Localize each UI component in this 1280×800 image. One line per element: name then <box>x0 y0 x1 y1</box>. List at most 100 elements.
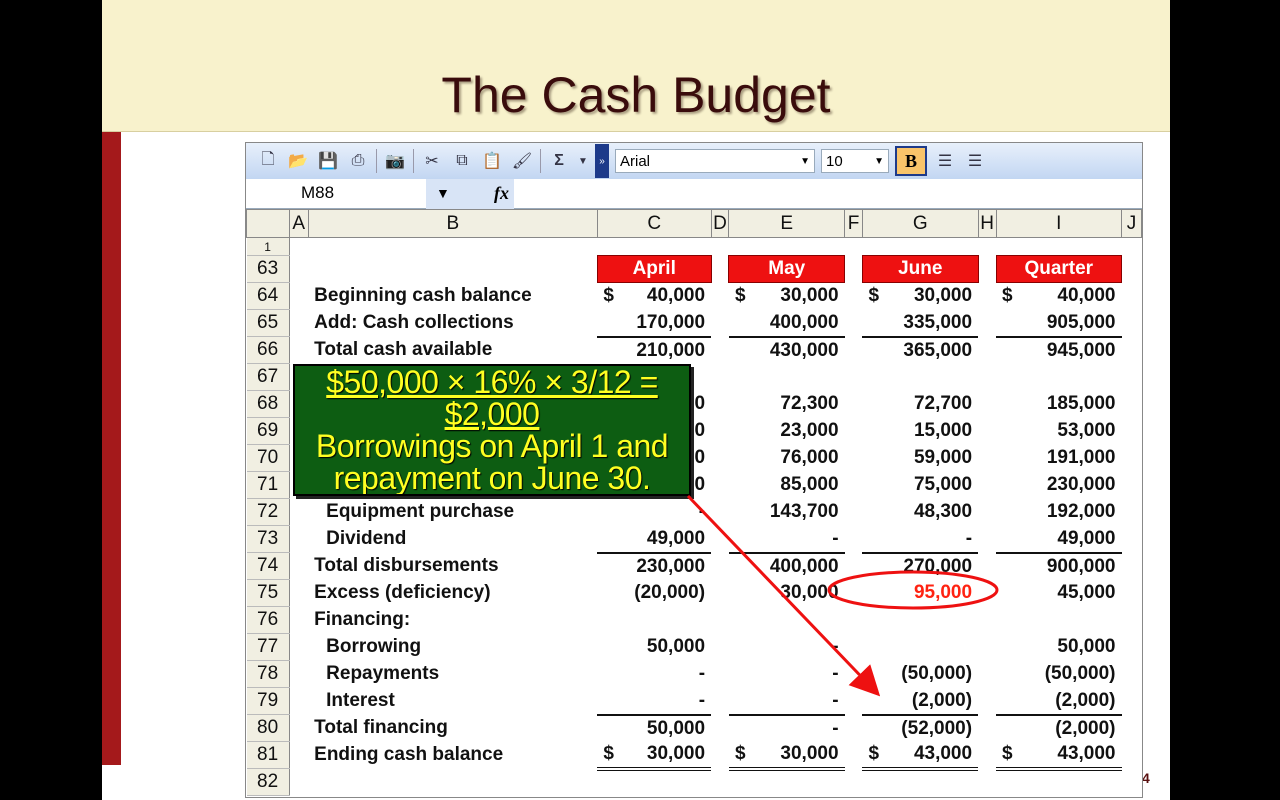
cell[interactable] <box>289 688 308 715</box>
cell[interactable] <box>289 499 308 526</box>
cell[interactable] <box>845 580 863 607</box>
cell-g[interactable] <box>862 634 978 661</box>
cell[interactable] <box>289 256 308 283</box>
cell[interactable] <box>978 238 996 256</box>
cell-label[interactable]: Interest <box>326 690 395 711</box>
chevron-down-icon[interactable]: ▼ <box>578 155 588 167</box>
column-header[interactable]: C <box>596 209 712 238</box>
cell[interactable] <box>1122 364 1142 391</box>
cell[interactable] <box>845 418 863 445</box>
cell-label[interactable]: Excess (deficiency) <box>314 582 491 603</box>
cell-i[interactable]: 192,000 <box>996 499 1121 526</box>
cell-c[interactable]: April <box>596 255 712 283</box>
cell[interactable] <box>845 256 863 283</box>
cell[interactable] <box>845 607 863 634</box>
cell-label[interactable]: Beginning cash balance <box>314 285 532 306</box>
cell[interactable] <box>1122 238 1142 256</box>
cell-c[interactable]: 50,000 <box>597 634 711 661</box>
save-icon[interactable]: 💾 <box>318 153 338 170</box>
cell-g[interactable]: 59,000 <box>862 445 978 472</box>
cell[interactable] <box>289 310 308 337</box>
cell-i[interactable]: 905,000 <box>996 309 1122 338</box>
row-header[interactable]: 78 <box>246 660 290 688</box>
cell-g[interactable]: (50,000) <box>862 661 978 688</box>
cell-g[interactable]: 75,000 <box>862 472 978 499</box>
cell-e[interactable]: - <box>728 687 845 716</box>
cell[interactable] <box>978 391 996 418</box>
cell-g[interactable]: (52,000) <box>862 715 978 742</box>
cell[interactable] <box>845 364 863 391</box>
cell-c[interactable]: 0 <box>597 445 711 472</box>
cell[interactable] <box>978 580 996 607</box>
cell[interactable] <box>711 526 729 553</box>
cell[interactable] <box>711 391 729 418</box>
cell-c[interactable]: $30,000 <box>597 741 712 771</box>
cell-i[interactable]: (2,000) <box>996 715 1121 742</box>
cell[interactable] <box>978 742 996 769</box>
cell[interactable] <box>289 337 308 364</box>
cell[interactable] <box>978 418 996 445</box>
row-header[interactable]: 79 <box>246 687 290 715</box>
cell-e[interactable] <box>729 364 845 391</box>
cell[interactable] <box>711 769 729 796</box>
cell[interactable] <box>289 283 308 310</box>
cell-label[interactable] <box>308 256 597 283</box>
cell-e[interactable]: 400,000 <box>728 309 845 338</box>
row-header[interactable]: 69 <box>246 417 290 445</box>
cell[interactable] <box>711 634 729 661</box>
cell[interactable] <box>1122 769 1142 796</box>
cell-g[interactable]: June <box>861 255 979 283</box>
cell[interactable] <box>289 634 308 661</box>
cell[interactable] <box>1122 715 1142 742</box>
cell-e[interactable]: 430,000 <box>729 337 845 364</box>
cell[interactable] <box>711 283 729 310</box>
cell[interactable] <box>711 256 729 283</box>
cell[interactable] <box>845 661 863 688</box>
cell[interactable] <box>978 472 996 499</box>
cell-e[interactable]: $30,000 <box>728 741 845 771</box>
cell[interactable] <box>711 337 729 364</box>
cell[interactable] <box>845 688 863 715</box>
cell-g[interactable]: 365,000 <box>862 337 978 364</box>
name-box[interactable]: M88 <box>301 183 335 202</box>
cell[interactable] <box>845 472 863 499</box>
cell-i[interactable]: 230,000 <box>996 472 1121 499</box>
cell-e[interactable] <box>729 607 845 634</box>
cell[interactable] <box>996 238 1121 256</box>
cell-i[interactable]: $40,000 <box>996 283 1121 310</box>
cell[interactable] <box>978 661 996 688</box>
cell-e[interactable]: - <box>729 715 845 742</box>
cell[interactable] <box>978 364 996 391</box>
cell-i[interactable]: 900,000 <box>996 553 1121 580</box>
row-header[interactable]: 68 <box>246 390 290 418</box>
cell[interactable] <box>978 445 996 472</box>
cell[interactable] <box>1122 661 1142 688</box>
cell-g[interactable] <box>862 769 978 796</box>
cell[interactable] <box>978 337 996 364</box>
cell-c[interactable]: 0 <box>597 418 711 445</box>
cell-i[interactable] <box>996 364 1121 391</box>
cell[interactable] <box>845 445 863 472</box>
align-center-icon[interactable]: ☰ <box>967 153 983 170</box>
cell[interactable] <box>978 553 996 580</box>
column-header[interactable]: E <box>728 209 846 238</box>
cell-i[interactable]: 49,000 <box>996 525 1122 554</box>
cell[interactable] <box>711 688 729 715</box>
cell-i[interactable]: 945,000 <box>996 337 1121 364</box>
cell[interactable] <box>597 238 711 256</box>
cell-c[interactable]: 210,000 <box>597 337 711 364</box>
cell-g[interactable]: $43,000 <box>862 741 979 771</box>
cell-i[interactable] <box>996 769 1121 796</box>
row-header[interactable]: 81 <box>246 741 290 769</box>
cell[interactable] <box>289 742 308 769</box>
cell[interactable] <box>978 715 996 742</box>
row-header[interactable]: 64 <box>246 282 290 310</box>
cell[interactable] <box>845 526 863 553</box>
autosum-button[interactable]: Σ <box>554 152 564 169</box>
cut-icon[interactable]: ✂ <box>425 153 439 170</box>
cell[interactable] <box>1122 742 1142 769</box>
cell-label[interactable]: Total financing <box>314 717 448 738</box>
row-header[interactable]: 71 <box>246 471 290 499</box>
open-icon[interactable]: 📂 <box>288 153 308 170</box>
cell-i[interactable]: 185,000 <box>996 391 1121 418</box>
